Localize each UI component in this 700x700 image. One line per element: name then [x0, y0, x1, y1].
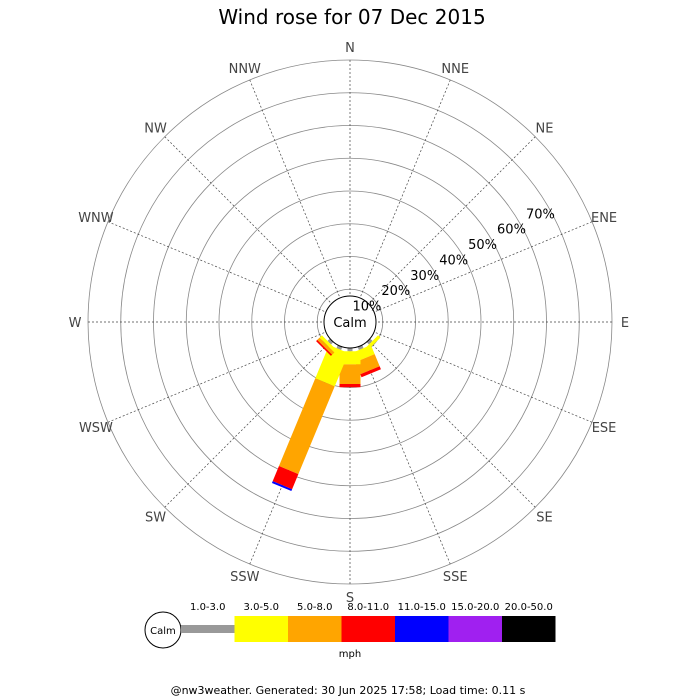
legend-swatch-3.0-5.0	[234, 616, 288, 642]
direction-label-nnw: NNW	[229, 62, 261, 77]
direction-label-sse: SSE	[443, 570, 468, 585]
bar-ssw-1.0-3.0	[336, 345, 343, 351]
bar-sw-1.0-3.0	[327, 338, 334, 345]
legend-swatch-1.0-3.0	[181, 625, 235, 633]
legend-label-11.0-15.0: 11.0-15.0	[398, 602, 446, 613]
legend-swatch-15.0-20.0	[448, 616, 502, 642]
bar-sw-8.0-11.0	[316, 339, 333, 356]
ring-label-50: 50%	[468, 238, 497, 253]
direction-label-wnw: WNW	[78, 211, 114, 226]
direction-label-se: SE	[536, 510, 552, 525]
calm-circle	[323, 295, 377, 349]
direction-label-ssw: SSW	[230, 570, 260, 585]
legend-label-1.0-3.0: 1.0-3.0	[190, 602, 225, 613]
ring-30	[251, 223, 449, 421]
calm-center: Calm	[323, 295, 377, 349]
bar-ssw-11.0-15.0	[271, 481, 293, 492]
bar-sw-3.0-5.0	[319, 335, 337, 353]
legend-swatch-8.0-11.0	[341, 616, 395, 642]
legend: Calm 1.0-3.0 3.0-5.0 5.0-8.0 8.0-11.0 11.0-1…	[144, 602, 556, 660]
direction-label-s: S	[346, 591, 354, 606]
ring-label-60: 60%	[497, 223, 526, 238]
legend-swatch-20.0-50.0	[502, 616, 556, 642]
legend-label-8.0-11.0: 8.0-11.0	[347, 602, 389, 613]
legend-label-15.0-20.0: 15.0-20.0	[451, 602, 499, 613]
bar-sse-8.0-11.0	[360, 366, 381, 378]
bar-se-1.0-3.0	[366, 338, 373, 345]
ring-label-30: 30%	[410, 269, 439, 284]
bar-ssw-5.0-8.0	[278, 378, 335, 475]
bar-ssw-8.0-11.0	[272, 466, 299, 490]
legend-label-3.0-5.0: 3.0-5.0	[244, 602, 279, 613]
legend-units: mph	[339, 649, 361, 660]
bar-sw-5.0-8.0	[317, 337, 335, 355]
ring-label-10: 10%	[352, 300, 381, 315]
legend-calm-label: Calm	[150, 626, 176, 637]
chart-title: Wind rose for 07 Dec 2015	[218, 5, 485, 29]
ring-label-70: 70%	[526, 207, 555, 222]
direction-label-w: W	[69, 316, 82, 331]
footer-text: @nw3weather. Generated: 30 Jun 2025 17:5…	[171, 684, 526, 697]
wind-bars	[271, 335, 381, 492]
ring-label-20: 20%	[381, 284, 410, 299]
direction-label-nw: NW	[144, 122, 167, 137]
ring-labels: 10%20%30%40%50%60%70%	[352, 207, 554, 314]
bar-s-8.0-11.0	[339, 384, 361, 388]
ring-40	[218, 190, 482, 454]
legend-label-20.0-50.0: 20.0-50.0	[505, 602, 553, 613]
ring-50	[185, 157, 515, 487]
direction-label-nne: NNE	[441, 62, 469, 77]
direction-label-e: E	[621, 316, 629, 331]
legend-swatch-5.0-8.0	[288, 616, 342, 642]
legend-items: 1.0-3.0 3.0-5.0 5.0-8.0 8.0-11.0 11.0-15.0 15…	[181, 602, 556, 642]
direction-label-ne: NE	[535, 122, 553, 137]
direction-label-wsw: WSW	[79, 421, 113, 436]
bar-s-5.0-8.0	[339, 364, 361, 385]
direction-label-ese: ESE	[592, 421, 617, 436]
direction-labels: N NNE NE ENE E ESE SE SSE S SSW SW WSW W WNW NW NNW	[69, 41, 630, 606]
direction-label-n: N	[345, 41, 355, 56]
bar-s-1.0-3.0	[347, 348, 353, 352]
legend-label-5.0-8.0: 5.0-8.0	[297, 602, 332, 613]
bar-sse-5.0-8.0	[355, 354, 380, 375]
bar-ssw-3.0-5.0	[315, 345, 349, 387]
direction-label-ene: ENE	[591, 211, 617, 226]
bar-sse-1.0-3.0	[357, 345, 364, 351]
legend-swatch-11.0-15.0	[395, 616, 449, 642]
ring-label-40: 40%	[439, 253, 468, 268]
calm-label: Calm	[333, 316, 366, 331]
direction-label-sw: SW	[145, 510, 166, 525]
